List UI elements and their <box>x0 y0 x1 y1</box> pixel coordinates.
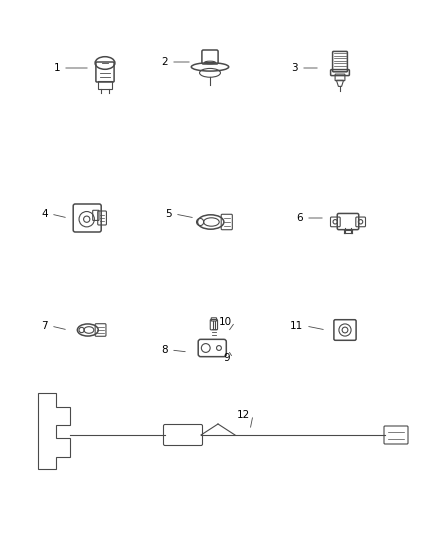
Text: 4: 4 <box>41 209 48 219</box>
Text: 2: 2 <box>161 57 168 67</box>
Text: 6: 6 <box>297 213 303 223</box>
Text: 8: 8 <box>161 345 168 355</box>
Text: 12: 12 <box>237 410 250 420</box>
Text: 10: 10 <box>219 317 232 327</box>
Text: 7: 7 <box>41 321 48 331</box>
Text: 1: 1 <box>53 63 60 73</box>
Text: 3: 3 <box>291 63 298 73</box>
Text: 5: 5 <box>166 209 172 219</box>
Text: 9: 9 <box>223 353 230 363</box>
Text: 11: 11 <box>290 321 303 331</box>
